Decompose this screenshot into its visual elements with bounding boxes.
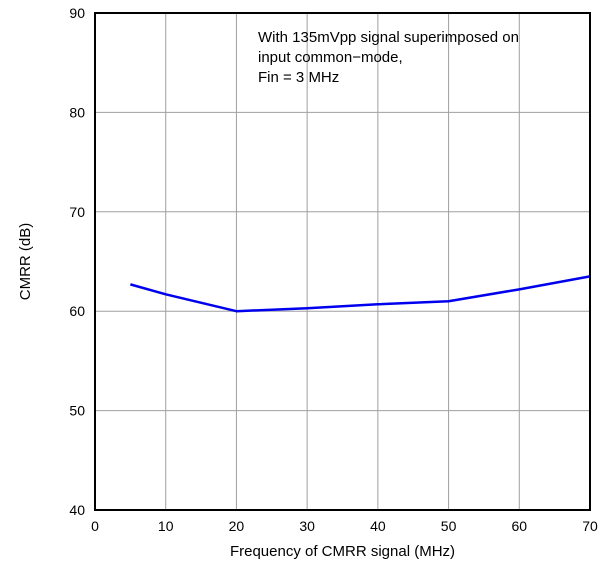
x-tick-label: 30 (299, 518, 315, 534)
annotation-line-2: input common−mode, (258, 49, 403, 66)
y-tick-label: 60 (69, 303, 85, 319)
y-tick-label: 50 (69, 403, 85, 419)
x-tick-label: 20 (229, 518, 245, 534)
y-tick-labels: 40 50 60 70 80 90 (69, 5, 85, 518)
plot-frame (94, 12, 591, 511)
series-layer (130, 275, 591, 313)
y-tick-label: 80 (69, 104, 85, 120)
y-tick-label: 90 (69, 5, 85, 21)
x-tick-label: 50 (441, 518, 457, 534)
x-tick-label: 40 (370, 518, 386, 534)
annotation-line-3: Fin = 3 MHz (258, 69, 339, 86)
x-tick-label: 70 (582, 518, 598, 534)
x-tick-label: 60 (511, 518, 527, 534)
annotation: With 135mVpp signal superimposed on inpu… (258, 29, 519, 86)
annotation-line-1: With 135mVpp signal superimposed on (258, 29, 519, 46)
x-tick-label: 0 (91, 518, 99, 534)
y-axis-label: CMRR (dB) (17, 223, 34, 301)
y-tick-label: 40 (69, 502, 85, 518)
y-tick-label: 70 (69, 204, 85, 220)
x-axis-label: Frequency of CMRR signal (MHz) (230, 543, 455, 560)
x-tick-labels: 0 10 20 30 40 50 60 70 (91, 518, 598, 534)
series-line (130, 275, 591, 313)
grid (95, 13, 590, 510)
x-tick-label: 10 (158, 518, 174, 534)
